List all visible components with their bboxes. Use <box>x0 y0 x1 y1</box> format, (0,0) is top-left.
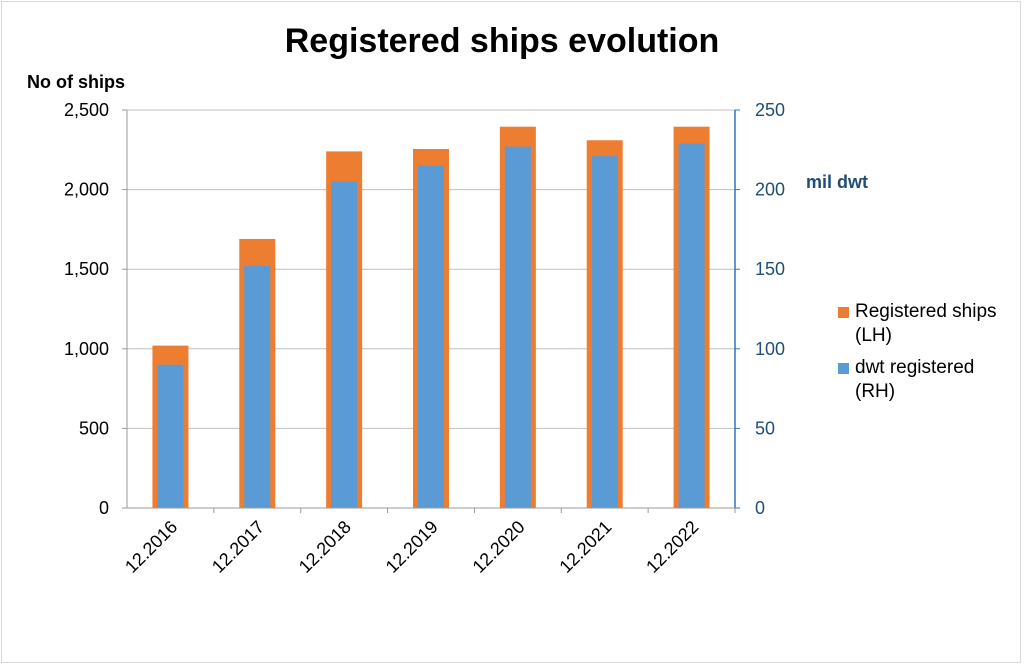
legend-swatch-orange <box>838 307 849 318</box>
left-axis-label: No of ships <box>27 72 125 92</box>
bar-dwt-registered <box>331 181 358 508</box>
legend: Registered ships (LH) dwt registered (RH… <box>838 300 1015 412</box>
category-label: 12.2020 <box>469 517 529 577</box>
legend-swatch-blue <box>838 363 849 374</box>
left-tick-label: 1,500 <box>64 259 109 279</box>
category-label: 12.2022 <box>642 517 702 577</box>
left-tick-label: 2,000 <box>64 180 109 200</box>
right-tick-label: 250 <box>755 100 785 120</box>
legend-item-registered-ships: Registered ships (LH) <box>838 300 1015 348</box>
chart-title: Registered ships evolution <box>284 22 720 60</box>
category-label: 12.2021 <box>555 517 615 577</box>
bar-dwt-registered <box>418 165 444 508</box>
legend-item-dwt-registered: dwt registered (RH) <box>838 356 1015 404</box>
bar-dwt-registered <box>591 156 618 508</box>
left-tick-label: 500 <box>79 418 109 438</box>
right-tick-label: 0 <box>755 498 765 518</box>
right-tick-label: 50 <box>755 418 775 438</box>
bar-dwt-registered <box>678 143 705 508</box>
category-label: 12.2018 <box>295 517 355 577</box>
left-tick-label: 0 <box>99 498 109 518</box>
left-tick-label: 2,500 <box>64 100 109 120</box>
bar-dwt-registered <box>244 266 271 508</box>
bar-dwt-registered <box>504 146 531 508</box>
legend-label: dwt registered (RH) <box>855 357 975 402</box>
category-label: 12.2016 <box>121 517 181 577</box>
right-tick-label: 100 <box>755 339 785 359</box>
right-tick-label: 150 <box>755 259 785 279</box>
bar-dwt-registered <box>157 364 184 508</box>
right-tick-label: 200 <box>755 180 785 200</box>
category-label: 12.2019 <box>382 517 442 577</box>
legend-label: Registered ships (LH) <box>855 301 997 346</box>
right-axis-label: mil dwt <box>806 172 868 192</box>
left-tick-label: 1,000 <box>64 339 109 359</box>
category-label: 12.2017 <box>208 517 268 577</box>
